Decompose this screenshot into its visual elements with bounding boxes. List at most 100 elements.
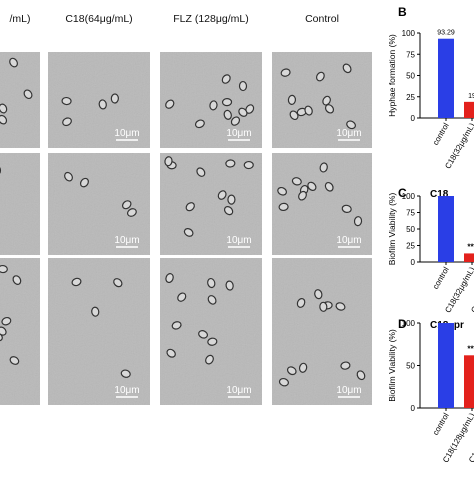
micrograph-texture (0, 52, 40, 148)
bar (464, 253, 474, 262)
y-tick-label: 25 (406, 93, 415, 102)
cell (207, 277, 216, 289)
y-axis-label: Hyphae formation (%) (387, 34, 397, 117)
cell (183, 228, 194, 237)
cell (286, 366, 297, 376)
cell (207, 337, 218, 346)
cell (23, 89, 33, 100)
cell (177, 292, 187, 302)
cell (296, 298, 306, 308)
cell (335, 302, 346, 311)
y-tick-label: 50 (406, 362, 415, 371)
y-tick-label: 100 (402, 319, 416, 328)
cell (324, 181, 334, 192)
cell (185, 202, 195, 212)
cell (243, 160, 254, 170)
cell (223, 206, 234, 216)
scale-bar-label: 10μm (336, 128, 361, 139)
cell (346, 120, 356, 130)
cell (71, 277, 82, 287)
cell (98, 99, 107, 110)
scale-bar-label: 10μm (226, 385, 251, 396)
cell (198, 330, 208, 339)
y-tick-label: 0 (411, 258, 416, 267)
cell (0, 165, 2, 176)
bar (438, 323, 454, 408)
cell (196, 167, 206, 177)
y-axis-label: Biofilm Viability (%) (387, 329, 397, 402)
cell (79, 177, 89, 188)
scale-bar-label: 10μm (336, 385, 361, 396)
cell (324, 104, 335, 114)
cell (217, 190, 227, 200)
cell (278, 202, 289, 212)
cell (277, 186, 288, 196)
cell (166, 348, 176, 358)
cell (340, 361, 351, 370)
cell (165, 99, 175, 109)
cell (61, 96, 72, 106)
column-header: /mL) (10, 13, 31, 25)
y-tick-label: 75 (406, 209, 415, 218)
x-tick-label: control (431, 265, 451, 290)
y-tick-label: 100 (402, 29, 416, 38)
cell (278, 377, 289, 387)
cell (342, 63, 352, 74)
scale-bar-label: 10μm (336, 235, 361, 246)
cell (127, 208, 137, 217)
bar (464, 355, 474, 408)
cell (225, 280, 234, 291)
cell (221, 74, 231, 84)
cell (0, 326, 7, 336)
x-tick-label: control (431, 121, 451, 146)
cell (209, 100, 218, 111)
cell (0, 103, 8, 114)
value-label: 19 (468, 93, 474, 100)
y-tick-label: 50 (406, 225, 415, 234)
cell (298, 190, 307, 201)
cell (165, 273, 174, 284)
panel-label: D (398, 317, 407, 331)
cell (307, 181, 317, 191)
cell (9, 57, 18, 68)
panel-label: B (398, 5, 407, 19)
bar (438, 38, 454, 118)
cell (356, 370, 366, 381)
cell (298, 362, 308, 373)
y-tick-label: 100 (402, 192, 416, 201)
micrograph-texture (48, 153, 150, 255)
cell (314, 289, 323, 300)
micrograph-texture (272, 258, 372, 405)
cell (1, 316, 12, 326)
cell (238, 80, 248, 92)
cell (322, 95, 331, 106)
cell (227, 194, 236, 205)
cell (171, 321, 182, 330)
cell (9, 356, 20, 365)
micrograph-texture (0, 153, 40, 255)
cell (110, 93, 119, 104)
chart-title: C18_ (430, 189, 454, 200)
cell (205, 354, 214, 365)
y-axis-label: Biofilm Viability (%) (387, 193, 397, 266)
cell (207, 295, 217, 305)
column-header: FLZ (128μg/mL) (173, 13, 249, 25)
micrograph-texture (160, 153, 262, 255)
cell (341, 204, 352, 213)
cell (319, 301, 328, 312)
significance: *** (467, 242, 474, 251)
value-label: 93.29 (437, 30, 455, 37)
cell (122, 200, 132, 210)
column-header: C18(64μg/mL) (65, 13, 132, 25)
y-tick-label: 50 (406, 72, 415, 81)
cell (353, 216, 363, 227)
x-tick-label: control (431, 411, 451, 436)
cell (113, 278, 123, 288)
scale-bar-label: 10μm (114, 128, 139, 139)
y-tick-label: 0 (411, 404, 416, 413)
cell (0, 114, 8, 125)
bar (464, 101, 474, 118)
y-tick-label: 25 (406, 242, 415, 251)
column-header: Control (305, 13, 339, 25)
